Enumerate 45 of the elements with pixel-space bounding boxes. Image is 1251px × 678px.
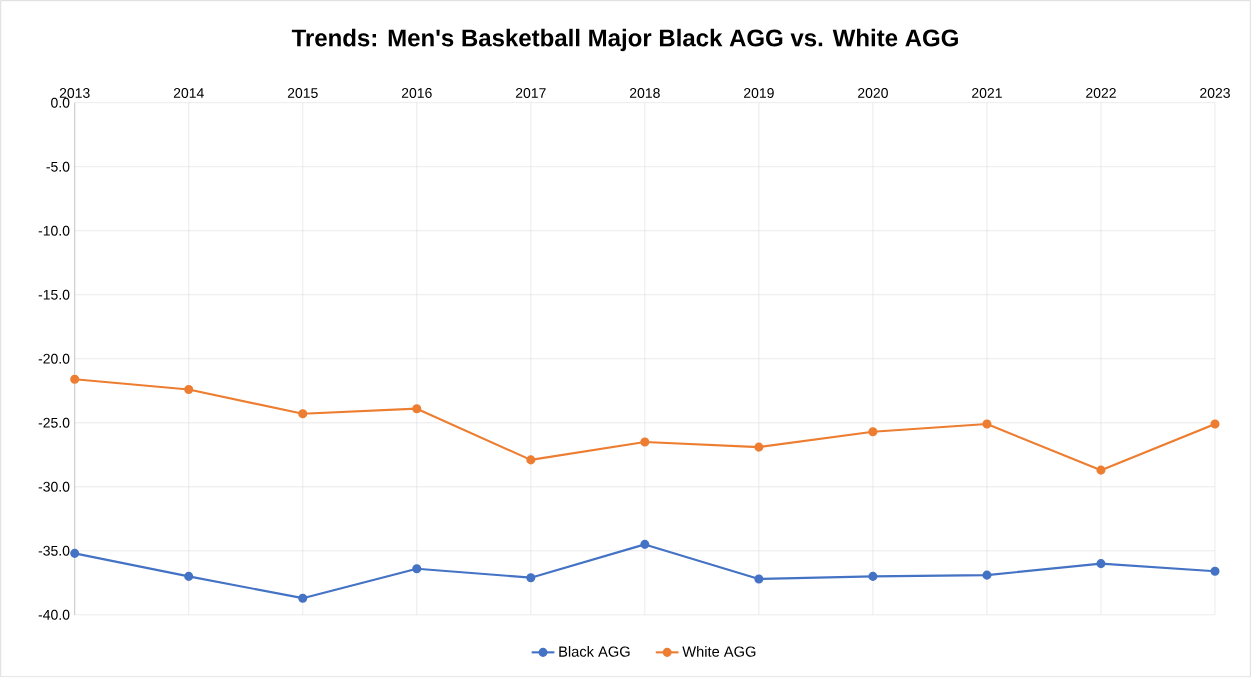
y-tick-label: -15.0 (38, 290, 70, 300)
point (298, 409, 308, 419)
x-tick-label: 2019 (744, 88, 774, 99)
y-tick-label: -5.0 (46, 162, 70, 172)
x-tick-label: 2014 (173, 88, 204, 99)
point (982, 570, 992, 580)
point (298, 593, 308, 603)
point (1210, 419, 1220, 429)
x-tick-label: 2017 (515, 88, 546, 99)
legend-label: Black AGG (559, 646, 630, 658)
point (184, 572, 194, 582)
y-tick-label: -25.0 (38, 418, 70, 428)
point (526, 573, 536, 583)
legend-label: White AGG (682, 646, 756, 658)
x-tick-label: 2013 (59, 88, 90, 99)
x-tick-label: 2016 (401, 88, 432, 99)
point (1096, 559, 1106, 569)
point (640, 437, 650, 447)
point (526, 455, 536, 465)
point (1096, 465, 1106, 475)
chart-title: Trends: Men's Basketball Major Black AGG vs. White AGG (291, 29, 958, 52)
point (754, 442, 764, 452)
y-tick-label: -20.0 (38, 354, 70, 364)
point (70, 549, 80, 559)
point (1210, 567, 1220, 577)
x-tick-label: 2021 (972, 88, 1002, 99)
y-tick-label: -30.0 (38, 482, 70, 492)
point (412, 404, 422, 414)
x-tick-label: 2020 (858, 88, 888, 99)
point (868, 572, 878, 582)
point (184, 385, 194, 395)
point (982, 419, 992, 429)
point (70, 374, 80, 385)
x-tick-label: 2018 (629, 88, 660, 99)
point (754, 574, 764, 584)
x-tick-label: 2023 (1200, 88, 1230, 99)
x-tick-label: 2015 (287, 88, 318, 99)
x-tick-label: 2022 (1086, 88, 1116, 99)
y-tick-label: -35.0 (38, 546, 70, 557)
y-tick-label: 0.0 (51, 97, 70, 108)
y-tick-label: -40.0 (38, 610, 70, 621)
point (868, 427, 878, 437)
point (412, 564, 422, 574)
y-tick-label: -10.0 (38, 226, 70, 236)
point (640, 540, 650, 550)
